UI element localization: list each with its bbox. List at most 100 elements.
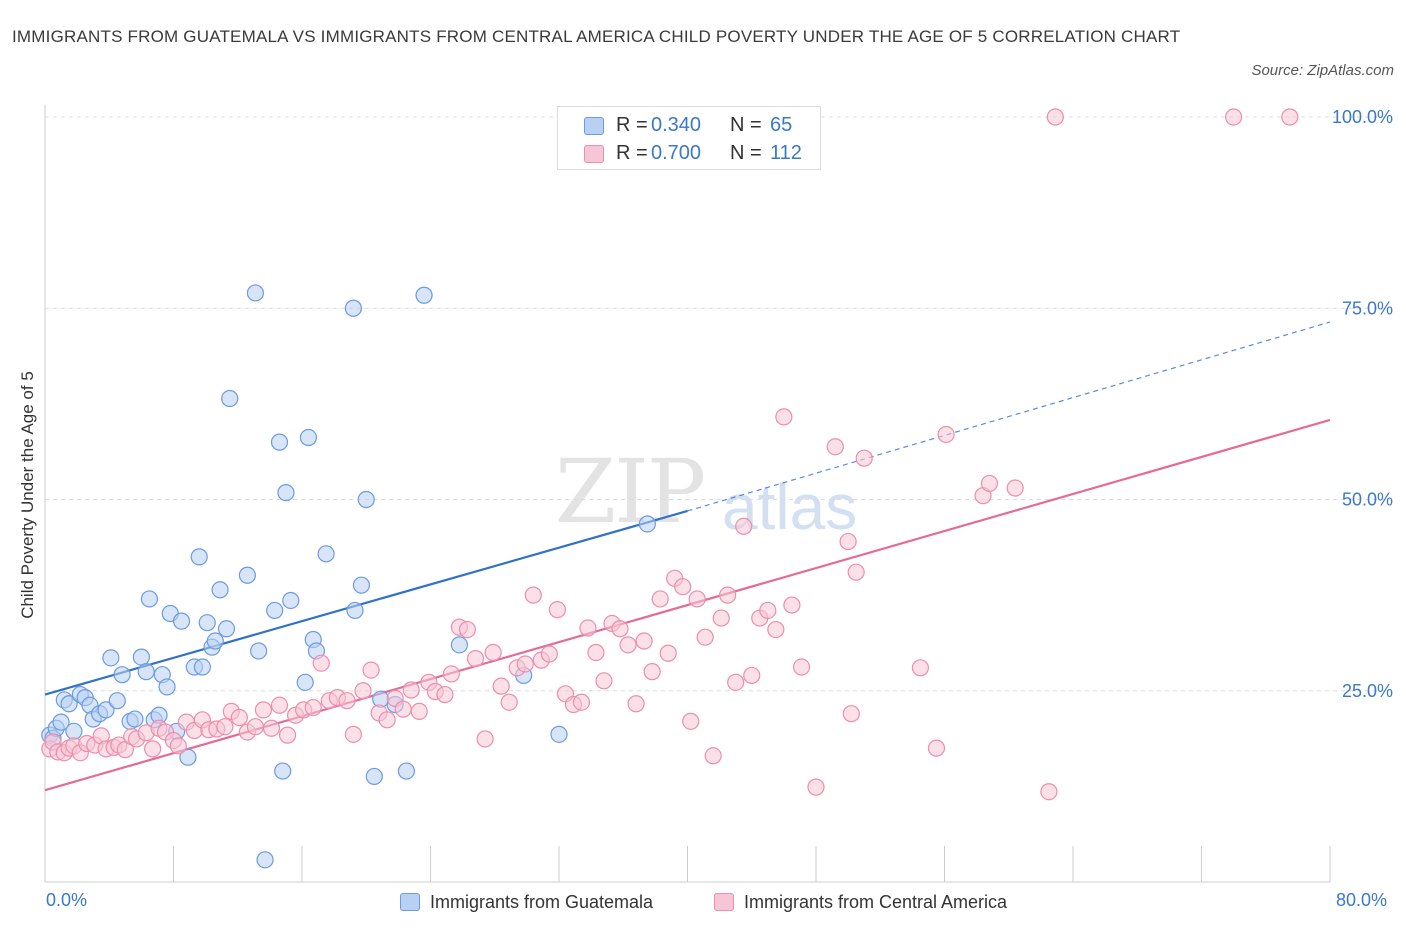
point-central-america <box>839 532 857 551</box>
point-guatemala <box>344 299 362 317</box>
point-central-america <box>458 620 477 639</box>
point-guatemala <box>250 642 268 660</box>
point-guatemala <box>102 649 120 667</box>
trendline-guatemala-extension <box>687 321 1331 512</box>
point-guatemala <box>140 590 159 608</box>
point-central-america <box>1225 108 1243 126</box>
legend-r-value: 0.340 <box>651 114 702 136</box>
point-guatemala <box>397 762 416 780</box>
bottom-legend-label-central-america: Immigrants from Central America <box>744 892 1008 912</box>
point-guatemala <box>299 428 318 447</box>
point-central-america <box>354 682 372 700</box>
point-central-america <box>682 712 700 730</box>
watermark-zip: ZIP <box>555 440 706 543</box>
point-guatemala <box>193 658 212 676</box>
y-tick-label: 25.0% <box>1342 681 1393 701</box>
y-tick-labels: 25.0% 50.0% 75.0% 100.0% <box>1332 107 1393 701</box>
point-central-america <box>484 643 502 662</box>
point-guatemala <box>108 692 126 710</box>
point-central-america <box>1281 108 1299 126</box>
legend-swatch-central-america <box>584 145 604 163</box>
bottom-legend-label-guatemala: Immigrants from Guatemala <box>430 892 654 912</box>
series-guatemala-points <box>41 284 656 869</box>
point-central-america <box>643 663 661 681</box>
point-central-america <box>937 425 955 444</box>
point-guatemala <box>217 620 236 638</box>
point-guatemala <box>113 666 131 684</box>
point-central-america <box>704 747 722 765</box>
point-central-america <box>688 590 706 608</box>
point-guatemala <box>52 713 70 731</box>
point-central-america <box>338 692 356 710</box>
point-central-america <box>619 636 637 654</box>
point-central-america <box>394 700 412 718</box>
point-central-america <box>304 698 322 717</box>
point-central-america <box>312 654 330 672</box>
point-central-america <box>826 438 844 456</box>
point-central-america <box>842 705 860 723</box>
trendline-central-america <box>44 418 1331 792</box>
point-central-america <box>524 586 542 604</box>
point-guatemala <box>246 284 265 302</box>
point-central-america <box>579 619 597 637</box>
point-central-america <box>144 740 162 758</box>
point-central-america <box>442 665 460 683</box>
legend-n-label: N = <box>730 142 762 164</box>
point-guatemala <box>211 581 229 599</box>
point-central-america <box>911 659 930 677</box>
point-guatemala <box>238 566 256 584</box>
point-central-america <box>572 693 591 711</box>
point-guatemala <box>550 725 568 743</box>
point-guatemala <box>270 433 289 451</box>
point-guatemala <box>198 614 216 632</box>
legend-n-value: 112 <box>770 142 802 164</box>
point-central-america <box>436 685 454 704</box>
trendline-guatemala <box>44 509 688 696</box>
point-guatemala <box>97 701 115 719</box>
point-central-america <box>230 708 248 727</box>
point-central-america <box>651 590 669 608</box>
point-central-america <box>627 695 645 713</box>
point-central-america <box>855 449 873 467</box>
chart-title: IMMIGRANTS FROM GUATEMALA VS IMMIGRANTS … <box>12 27 1181 46</box>
point-guatemala <box>357 490 375 509</box>
legend-r-label: R = <box>616 114 648 136</box>
point-guatemala <box>190 548 208 566</box>
point-central-america <box>735 517 753 535</box>
point-central-america <box>847 563 865 581</box>
point-central-america <box>635 632 653 650</box>
bottom-legend-swatch-central-america <box>714 893 734 911</box>
point-central-america <box>927 739 946 757</box>
legend-n-label: N = <box>730 114 762 136</box>
axes <box>44 105 1331 883</box>
point-central-america <box>500 693 518 711</box>
point-central-america <box>466 650 485 668</box>
point-central-america <box>270 696 289 714</box>
point-guatemala <box>296 673 314 691</box>
point-central-america <box>712 609 730 627</box>
point-central-america <box>492 677 510 695</box>
point-central-america <box>344 725 362 743</box>
bottom-legend-swatch-guatemala <box>400 893 420 911</box>
point-guatemala <box>206 632 224 650</box>
point-central-america <box>402 681 420 699</box>
y-tick-label: 75.0% <box>1342 298 1393 318</box>
legend-n-value: 65 <box>770 114 793 136</box>
point-guatemala <box>158 678 176 696</box>
point-guatemala <box>256 851 274 869</box>
point-central-america <box>783 596 801 614</box>
point-guatemala <box>172 612 191 630</box>
point-central-america <box>262 719 281 737</box>
point-central-america <box>548 601 566 619</box>
point-central-america <box>169 737 187 755</box>
point-guatemala <box>179 748 197 766</box>
point-guatemala <box>346 601 364 620</box>
point-guatemala <box>415 286 433 304</box>
point-central-america <box>476 730 494 748</box>
point-guatemala <box>266 601 284 620</box>
point-central-america <box>775 408 793 426</box>
x-tick-min: 0.0% <box>46 890 88 910</box>
point-central-america <box>674 578 692 596</box>
point-central-america <box>378 711 396 729</box>
point-central-america <box>1006 479 1024 497</box>
